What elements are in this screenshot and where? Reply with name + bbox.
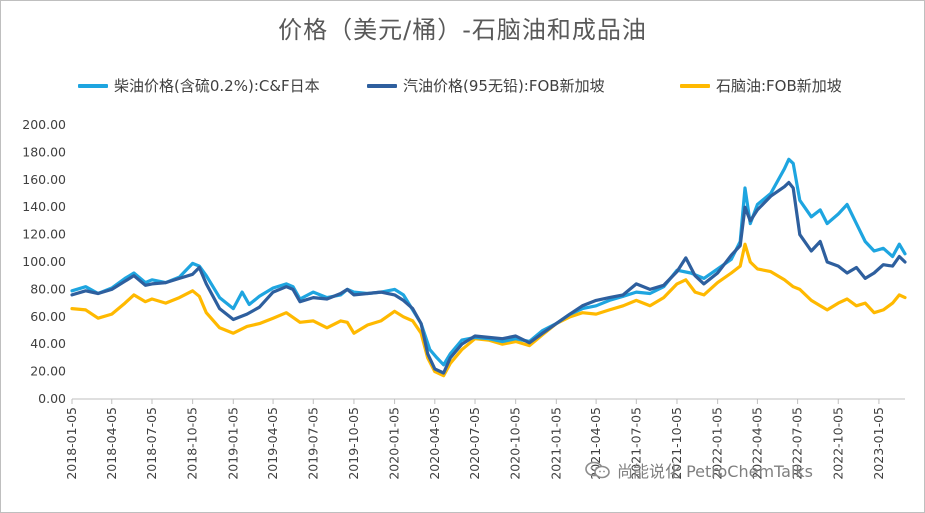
x-tick-label: 2020-01-05 <box>387 407 402 480</box>
y-tick-label: 180.00 <box>22 144 66 159</box>
x-tick-label: 2022-01-05 <box>710 407 725 480</box>
series-line-2 <box>70 242 907 378</box>
y-tick-label: 0.00 <box>38 391 66 406</box>
y-tick-label: 140.00 <box>22 199 66 214</box>
x-tick-label: 2019-04-05 <box>265 407 280 480</box>
y-tick-label: 80.00 <box>30 281 66 296</box>
x-tick-label: 2021-07-05 <box>628 407 643 480</box>
x-tick-label: 2022-07-05 <box>790 407 805 480</box>
x-tick-label: 2023-01-05 <box>871 407 886 480</box>
x-tick-label: 2018-07-05 <box>144 407 159 480</box>
legend-item-gasoline: 汽油价格(95无铅):FOB新加坡 <box>367 75 605 96</box>
series-line-1 <box>70 180 907 375</box>
x-tick-label: 2018-04-05 <box>104 407 119 480</box>
x-tick-label: 2018-10-05 <box>185 407 200 480</box>
x-tick-label: 2019-01-05 <box>225 407 240 480</box>
x-tick-label: 2021-04-05 <box>588 407 603 480</box>
legend-label-gasoline: 汽油价格(95无铅):FOB新加坡 <box>403 77 605 95</box>
legend-item-diesel: 柴油价格(含硫0.2%):C&F日本 <box>78 75 320 96</box>
legend-label-diesel: 柴油价格(含硫0.2%):C&F日本 <box>114 77 320 95</box>
watermark: 尚能说化 PetroChemTalks <box>585 458 813 482</box>
y-tick-label: 200.00 <box>22 117 66 132</box>
legend-item-naphtha: 石脑油:FOB新加坡 <box>680 75 842 96</box>
x-tick-label: 2019-10-05 <box>346 407 361 480</box>
legend-swatch-gasoline <box>367 83 397 88</box>
x-tick-label: 2021-10-05 <box>669 407 684 480</box>
legend-label-naphtha: 石脑油:FOB新加坡 <box>716 77 842 95</box>
wechat-icon <box>585 461 611 479</box>
legend-swatch-naphtha <box>680 83 710 88</box>
y-tick-label: 120.00 <box>22 227 66 242</box>
y-tick-label: 40.00 <box>30 336 66 351</box>
x-tick-label: 2020-10-05 <box>508 407 523 480</box>
y-tick-label: 60.00 <box>30 309 66 324</box>
x-tick-label: 2019-07-05 <box>305 407 320 480</box>
watermark-text: 尚能说化 PetroChemTalks <box>617 462 814 481</box>
x-tick-label: 2021-01-05 <box>548 407 563 480</box>
y-tick-label: 160.00 <box>22 172 66 187</box>
x-tick-label: 2018-01-05 <box>64 407 79 480</box>
legend-swatch-diesel <box>78 83 108 88</box>
legend: 柴油价格(含硫0.2%):C&F日本 汽油价格(95无铅):FOB新加坡 石脑油… <box>0 75 925 99</box>
x-tick-label: 2022-04-05 <box>749 407 764 480</box>
x-tick-label: 2022-10-05 <box>830 407 845 480</box>
y-tick-label: 20.00 <box>30 364 66 379</box>
chart-title: 价格（美元/桶）-石脑油和成品油 <box>278 16 647 44</box>
x-tick-label: 2020-07-05 <box>467 407 482 480</box>
x-tick-label: 2020-04-05 <box>427 407 442 480</box>
y-tick-label: 100.00 <box>22 254 66 269</box>
